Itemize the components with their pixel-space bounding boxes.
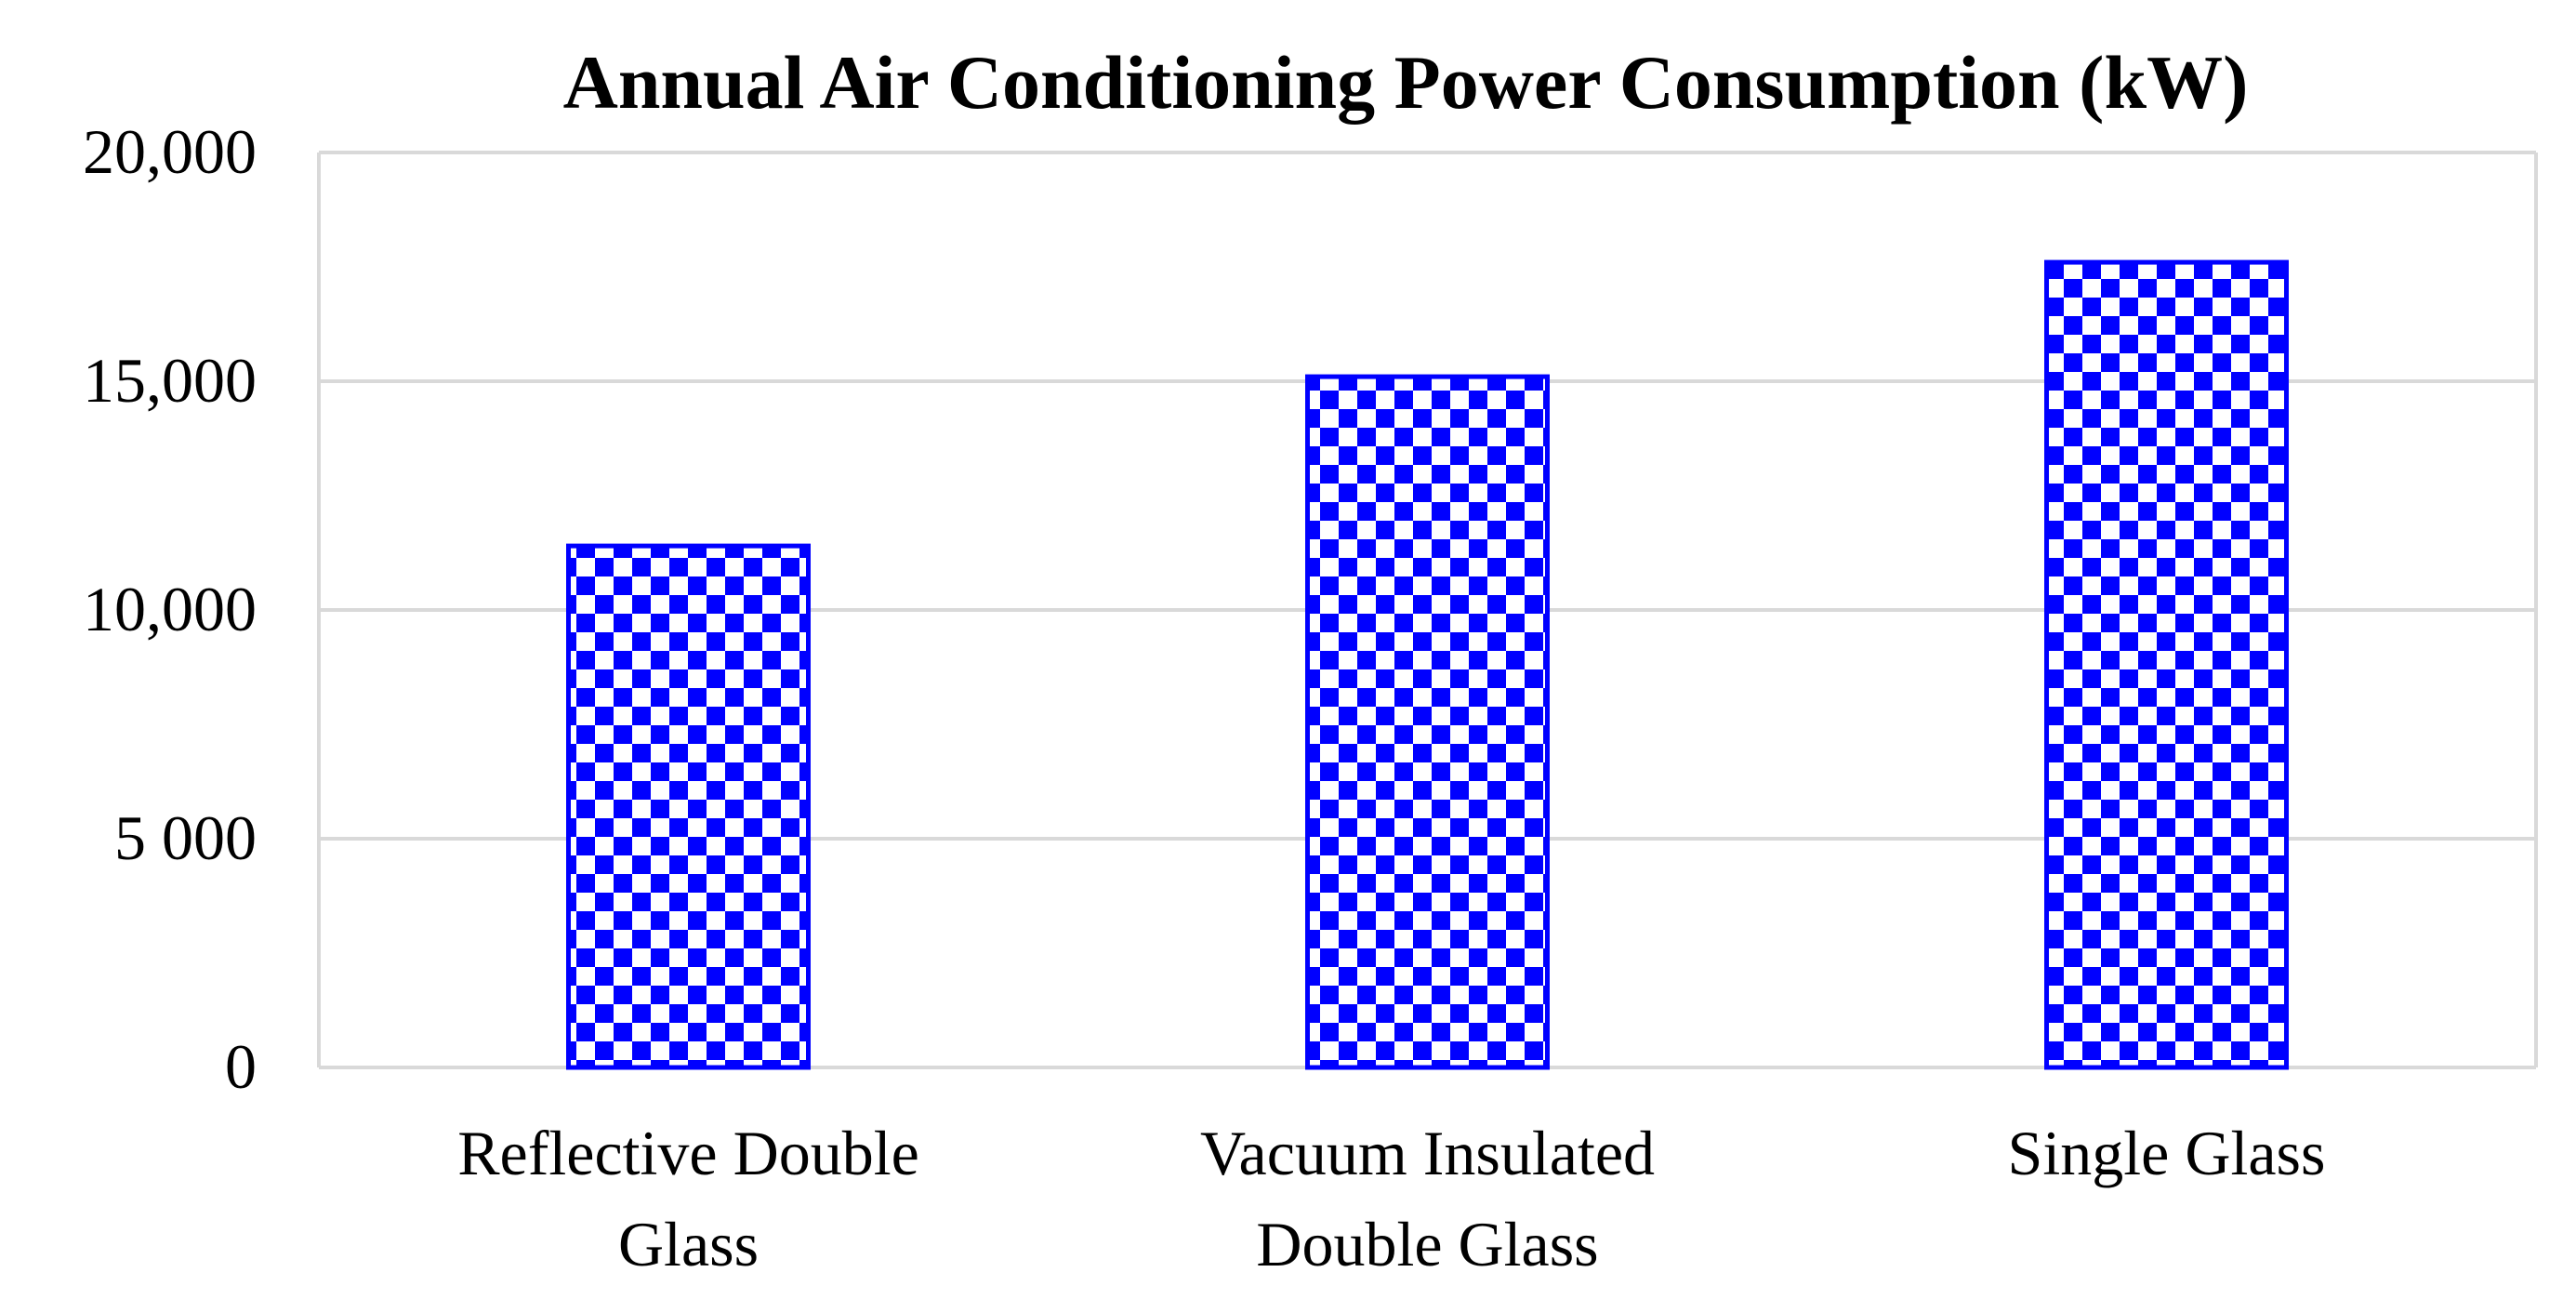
y-tick-label: 10,000	[83, 574, 257, 644]
y-tick-label: 20,000	[83, 116, 257, 187]
x-tick-label: Single Glass	[2008, 1118, 2326, 1188]
plot-area: 0 5 000 10,000 15,000 20,000 Reflective Doubl…	[83, 116, 2538, 1279]
bar	[2044, 259, 2289, 1070]
x-tick-label: Glass	[618, 1209, 759, 1279]
chart-title: Annual Air Conditioning Power Consumptio…	[563, 40, 2249, 125]
bar	[566, 543, 811, 1070]
bar	[1305, 374, 1550, 1070]
y-tick-label: 15,000	[83, 345, 257, 416]
x-tick-label: Vacuum Insulated	[1200, 1118, 1655, 1188]
x-tick-label: Reflective Double	[457, 1118, 919, 1188]
y-tick-label: 0	[225, 1031, 257, 1102]
x-tick-label: Double Glass	[1256, 1209, 1598, 1279]
y-tick-label: 5 000	[114, 802, 257, 873]
